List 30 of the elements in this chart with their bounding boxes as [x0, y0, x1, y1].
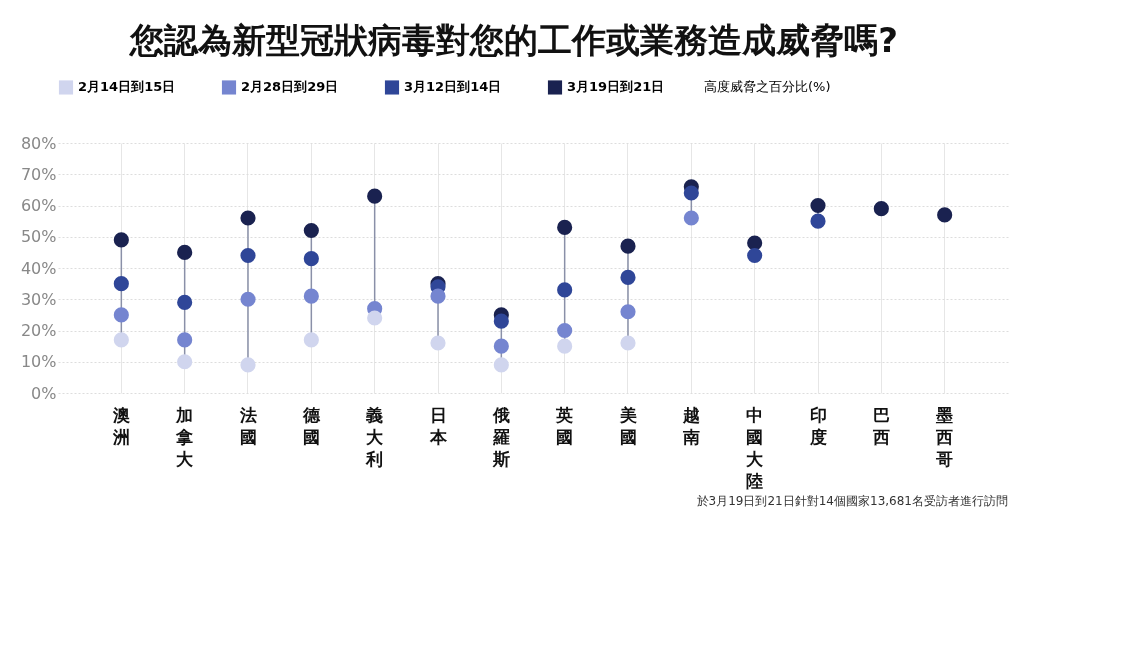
- y-tick-label: 0%: [31, 383, 57, 403]
- y-tick-label: 60%: [20, 196, 57, 215]
- x-tick-label: 巴西: [871, 404, 890, 447]
- legend-title: 高度威脅之百分比(%): [704, 79, 831, 94]
- y-tick-label: 40%: [20, 258, 57, 278]
- y-tick-label: 20%: [20, 321, 57, 340]
- x-tick-label: 義大利: [365, 404, 385, 469]
- x-tick-label: 德國: [301, 404, 321, 447]
- x-tick-label: 俄羅斯: [491, 404, 510, 469]
- x-tick-label: 越南: [681, 404, 700, 447]
- x-tick-label: 印度: [808, 404, 827, 447]
- chart-title: 您認為新型冠狀病毒對您的工作或業務造成威脅嗎?: [128, 20, 899, 60]
- x-tick-label: 墨西哥: [935, 404, 954, 469]
- y-tick-label: 30%: [20, 289, 57, 309]
- x-tick-label: 美國: [618, 404, 637, 447]
- text: 於3月19日到21日針對14個國家13,681名受訪者進行訪問: [696, 494, 1008, 508]
- y-tick-label: 70%: [20, 164, 57, 184]
- y-tick-label: 10%: [20, 352, 57, 372]
- y-tick-label: 80%: [20, 133, 57, 153]
- x-tick-label: 法國: [238, 404, 257, 447]
- legend-label: 3月19日到21日: [567, 79, 665, 95]
- legend-label: 2月28日到29日: [241, 79, 339, 95]
- y-tick-label: 50%: [20, 227, 57, 247]
- legend-label: 3月12日到14日: [404, 79, 502, 95]
- x-tick-label: 英國: [555, 404, 574, 447]
- x-tick-label: 加拿大: [175, 404, 195, 469]
- x-tick-label: 中國大陸: [746, 404, 765, 491]
- x-tick-label: 澳洲: [111, 404, 130, 447]
- x-tick-label: 日本: [428, 404, 448, 447]
- legend-label: 2月14日到15日: [78, 79, 176, 95]
